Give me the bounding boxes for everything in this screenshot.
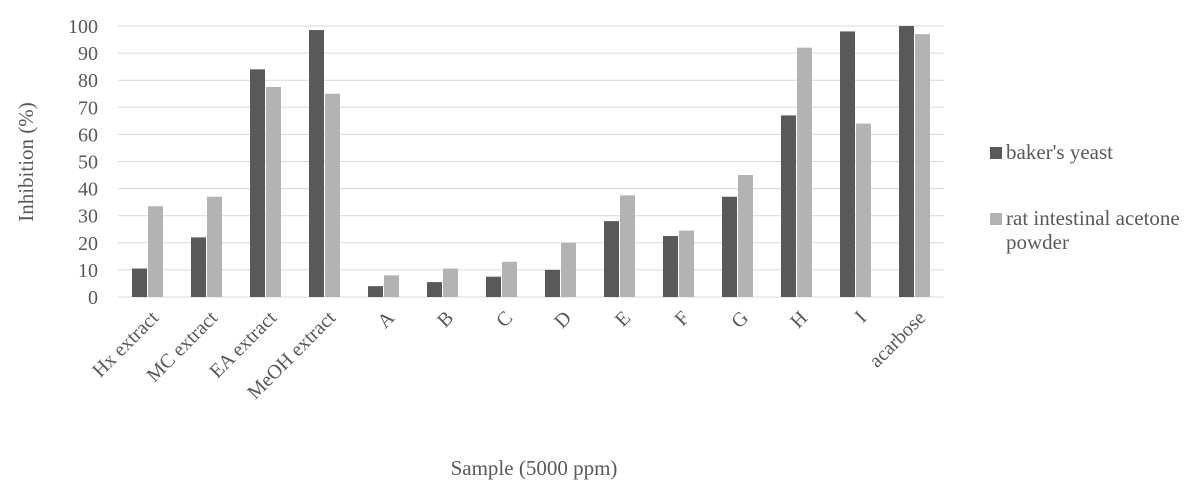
y-tick-label: 40 [78,179,98,201]
bar-series-2 [148,206,163,297]
bar-series-1 [191,237,206,297]
x-tick-label: acarbose [865,307,930,372]
bar-series-2 [561,242,576,297]
bar-series-1 [663,236,678,297]
x-tick-label: D [550,307,576,333]
legend-swatch-series-2 [990,213,1002,225]
y-tick-label: 20 [78,233,98,255]
legend: baker's yeast rat intestinal acetone pow… [990,140,1200,296]
bar-series-1 [250,69,265,297]
x-tick-label: C [492,307,517,332]
x-tick-label: B [433,307,458,332]
y-tick-label: 70 [78,97,98,119]
x-tick-label: A [373,307,399,333]
y-tick-label: 80 [78,70,98,92]
bar-series-1 [368,286,383,297]
y-tick-label: 0 [88,287,98,309]
bar-series-2 [384,275,399,297]
x-tick-label: G [727,307,753,333]
bar-series-1 [486,276,501,297]
bar-series-1 [309,30,324,297]
legend-item-series-2: rat intestinal acetone powder [990,206,1200,254]
y-axis-title: Inhibition (%) [14,102,38,222]
y-axis-ticks: 0 10 20 30 40 50 60 70 80 90 100 [68,16,98,309]
bar-series-1 [604,221,619,297]
bar-series-2 [502,261,517,297]
y-tick-label: 60 [78,124,98,146]
y-tick-label: 10 [78,260,98,282]
bar-series-1 [840,31,855,297]
x-axis-title: Sample (5000 ppm) [451,456,618,480]
gridlines [118,25,944,298]
legend-label-series-1: baker's yeast [1006,140,1113,164]
x-tick-label: I [851,307,871,327]
bar-series-1 [781,115,796,298]
bar-series-1 [722,196,737,297]
bar-series-1 [545,269,560,297]
legend-label-series-2: rat intestinal acetone powder [1006,206,1180,254]
bar-series-2 [325,93,340,297]
legend-swatch-series-1 [990,147,1002,159]
y-tick-label: 30 [78,206,98,228]
bars [132,26,930,298]
y-tick-label: 50 [78,152,98,174]
bar-series-1 [132,268,147,297]
bar-series-2 [679,230,694,297]
bar-series-1 [427,282,442,297]
bar-series-2 [620,195,635,297]
bar-series-2 [443,268,458,297]
bar-series-2 [797,47,812,298]
bar-series-2 [856,123,871,297]
y-tick-label: 100 [68,16,98,38]
legend-item-series-1: baker's yeast [990,140,1200,164]
x-tick-label: H [786,307,812,333]
y-tick-label: 90 [78,43,98,65]
bar-series-2 [207,196,222,297]
bar-series-1 [899,26,914,297]
x-tick-label: E [611,307,635,331]
bar-series-2 [266,86,281,297]
x-tick-label: F [671,307,694,330]
bar-series-2 [738,175,753,297]
bar-series-2 [915,34,930,297]
